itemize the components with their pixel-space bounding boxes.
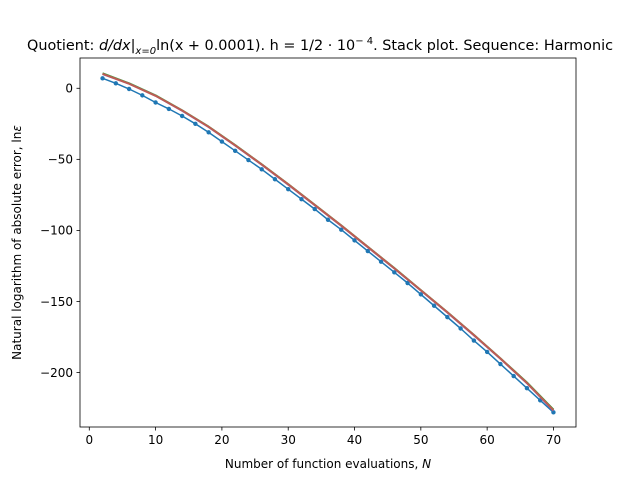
y-tick-label: −200 (40, 366, 73, 380)
y-axis: 0 −50 −100 −150 −200 (40, 82, 80, 380)
y-tick-label: −50 (48, 153, 73, 167)
chart-title: Quotient: d/dx|x=0ln(x + 0.0001). h = 1/… (27, 36, 613, 57)
x-tick-label: 60 (480, 433, 495, 447)
x-tick-label: 50 (413, 433, 428, 447)
data-point (286, 187, 291, 192)
data-point (339, 227, 344, 232)
data-point (458, 326, 463, 331)
x-tick-label: 70 (546, 433, 561, 447)
data-point (259, 167, 264, 172)
data-point (431, 303, 437, 308)
y-tick-label: −150 (40, 295, 73, 309)
data-point (484, 349, 490, 355)
x-axis-label: Number of function evaluations, N (225, 457, 431, 471)
data-point (352, 238, 357, 243)
x-axis: 0 10 20 30 40 50 60 70 (85, 427, 561, 447)
y-tick-label: 0 (65, 82, 73, 96)
data-point (100, 76, 105, 81)
data-point (232, 148, 238, 154)
data-point (471, 338, 477, 343)
data-point (193, 121, 198, 127)
data-point (219, 139, 225, 144)
data-point (511, 373, 516, 379)
data-point (166, 106, 172, 112)
data-point (126, 86, 132, 92)
data-point (392, 270, 397, 275)
data-point (312, 206, 317, 212)
series-4-line (102, 72, 555, 411)
data-point (325, 217, 331, 222)
y-tick-label: −100 (40, 224, 73, 238)
axes-frame (79, 57, 577, 428)
x-tick-label: 0 (85, 433, 93, 447)
series-layer (100, 72, 556, 415)
data-point (272, 177, 278, 182)
data-point (140, 93, 145, 98)
data-point (365, 248, 370, 254)
data-point (498, 361, 503, 367)
data-point (418, 292, 424, 297)
x-tick-label: 40 (347, 433, 362, 447)
series-1 (100, 76, 556, 415)
data-point (378, 259, 384, 264)
data-point (153, 100, 158, 105)
data-point (299, 196, 304, 202)
x-tick-label: 30 (281, 433, 296, 447)
data-point (445, 314, 450, 320)
y-axis-label: Natural logarithm of absolute error, lnε (10, 125, 24, 360)
data-point (246, 157, 251, 163)
plot-area: 0 10 20 30 40 50 60 70 0 −50 −100 −150 −200 (40, 57, 577, 447)
data-point (405, 280, 410, 286)
data-point (524, 386, 530, 391)
data-point (206, 130, 211, 135)
data-point (551, 410, 556, 415)
data-point (179, 113, 185, 119)
data-point (113, 81, 119, 86)
x-tick-label: 10 (148, 433, 163, 447)
x-tick-label: 20 (214, 433, 229, 447)
series-4 (102, 72, 555, 411)
